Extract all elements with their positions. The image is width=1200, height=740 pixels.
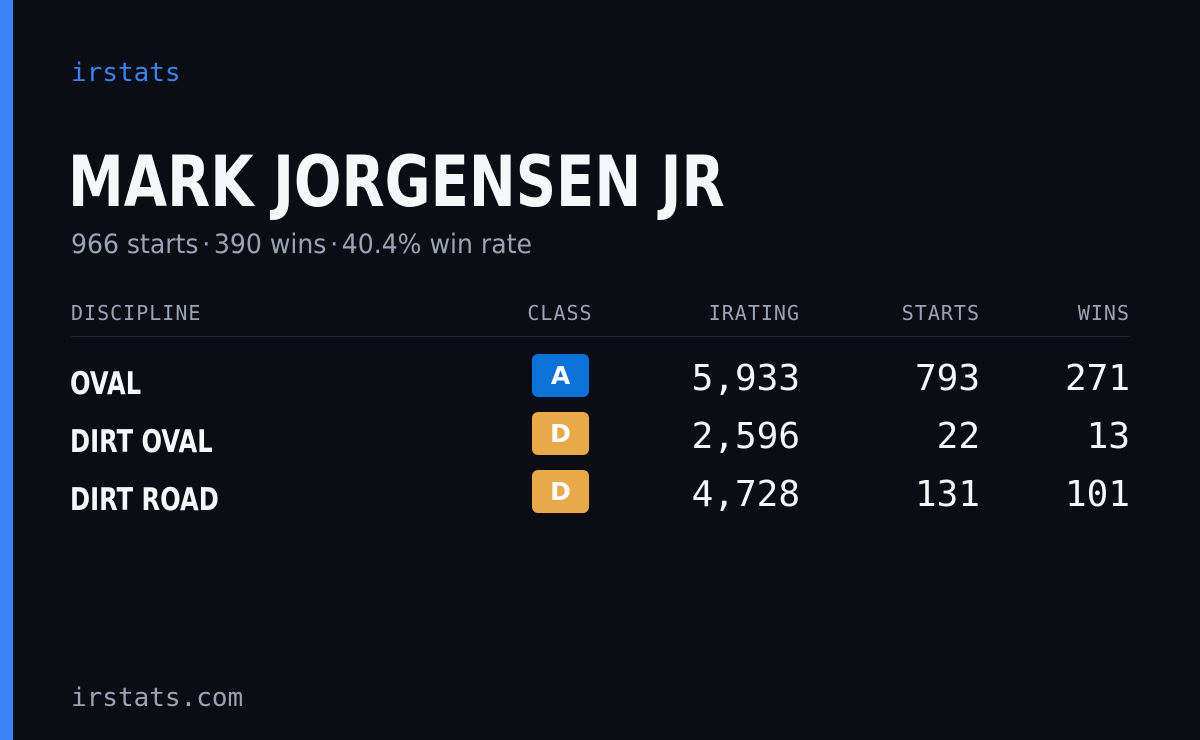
header-starts: STARTS bbox=[901, 301, 980, 325]
driver-summary: 966 starts · 390 wins · 40.4% win rate bbox=[71, 228, 532, 262]
summary-wins: 390 wins bbox=[213, 229, 327, 260]
starts-value: 131 bbox=[914, 474, 980, 515]
table-row: DIRT OVAL D 2,596 22 13 bbox=[0, 411, 1200, 469]
wins-value: 13 bbox=[1086, 416, 1130, 457]
irating-value: 5,933 bbox=[691, 358, 800, 399]
header-irating: IRATING bbox=[708, 301, 800, 325]
class-badge: D bbox=[532, 412, 589, 455]
irating-value: 4,728 bbox=[691, 474, 800, 515]
class-badge: A bbox=[532, 354, 589, 397]
wins-value: 101 bbox=[1064, 474, 1130, 515]
header-class: CLASS bbox=[527, 301, 593, 325]
discipline-name: DIRT OVAL bbox=[70, 424, 213, 460]
summary-separator: · bbox=[330, 229, 339, 260]
discipline-name: DIRT ROAD bbox=[70, 482, 219, 518]
table-row: DIRT ROAD D 4,728 131 101 bbox=[0, 469, 1200, 527]
header-wins: WINS bbox=[1077, 301, 1130, 325]
starts-value: 22 bbox=[936, 416, 980, 457]
header-discipline: DISCIPLINE bbox=[71, 301, 202, 325]
summary-starts: 966 starts bbox=[71, 229, 199, 260]
wins-value: 271 bbox=[1064, 358, 1130, 399]
table-row: OVAL A 5,933 793 271 bbox=[0, 353, 1200, 411]
accent-bar bbox=[0, 0, 13, 740]
brand-logo-text: irstats bbox=[71, 58, 181, 88]
summary-separator: · bbox=[202, 229, 211, 260]
irating-value: 2,596 bbox=[691, 416, 800, 457]
table-divider bbox=[71, 336, 1130, 337]
class-badge: D bbox=[532, 470, 589, 513]
driver-name: MARK JORGENSEN JR bbox=[68, 141, 725, 223]
discipline-name: OVAL bbox=[70, 366, 142, 402]
footer-domain: irstats.com bbox=[71, 683, 244, 713]
starts-value: 793 bbox=[914, 358, 980, 399]
summary-win-rate: 40.4% win rate bbox=[341, 229, 532, 260]
